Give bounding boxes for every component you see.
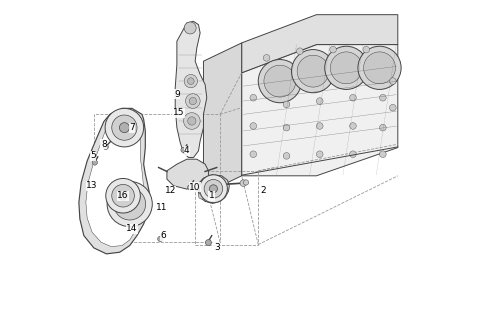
Circle shape [106,179,140,213]
Circle shape [316,151,323,157]
Circle shape [291,50,335,93]
Circle shape [112,185,134,207]
Text: 16: 16 [117,191,129,200]
Circle shape [185,94,200,108]
Circle shape [198,192,205,199]
Polygon shape [241,15,398,73]
Circle shape [250,94,257,101]
Polygon shape [241,45,398,176]
Circle shape [297,48,303,55]
Circle shape [389,105,396,111]
Polygon shape [79,108,150,254]
Circle shape [263,55,270,61]
Circle shape [297,55,329,87]
Circle shape [330,52,362,84]
Circle shape [389,78,396,84]
Circle shape [189,97,196,105]
Text: 3: 3 [214,243,220,252]
Text: 9: 9 [174,90,180,99]
Circle shape [112,115,137,140]
Circle shape [250,123,257,129]
Circle shape [209,185,217,193]
Text: 2: 2 [261,186,266,195]
Circle shape [157,236,163,242]
Circle shape [349,123,356,129]
Text: 6: 6 [161,231,167,240]
Circle shape [264,65,296,97]
Circle shape [349,151,356,157]
Circle shape [205,240,211,246]
Circle shape [120,193,126,198]
Circle shape [358,46,401,89]
Text: 8: 8 [101,140,107,149]
Circle shape [363,52,396,84]
Circle shape [114,188,145,220]
Circle shape [380,94,386,101]
Text: 1: 1 [209,191,215,200]
Circle shape [380,124,386,131]
Polygon shape [198,175,229,203]
Circle shape [258,60,301,103]
Circle shape [204,180,223,198]
Circle shape [103,144,108,149]
Circle shape [184,22,196,34]
Text: 15: 15 [173,108,184,117]
Text: 11: 11 [156,203,168,212]
Circle shape [181,147,186,152]
Text: 10: 10 [190,183,201,192]
Circle shape [380,151,386,157]
Text: 4: 4 [184,146,190,155]
Circle shape [250,151,257,157]
Circle shape [316,123,323,129]
Text: 5: 5 [90,151,96,160]
Polygon shape [86,118,144,247]
Circle shape [243,180,249,185]
Circle shape [188,78,194,84]
Circle shape [124,198,136,210]
Circle shape [363,46,370,53]
Circle shape [324,46,368,89]
Polygon shape [167,159,208,191]
Circle shape [188,185,193,190]
Circle shape [349,94,356,101]
Circle shape [120,123,130,133]
Circle shape [316,98,323,105]
Circle shape [283,101,290,108]
Circle shape [200,175,228,203]
Circle shape [240,180,247,187]
Circle shape [119,191,127,200]
Polygon shape [204,43,241,194]
Circle shape [330,46,336,53]
Polygon shape [175,21,207,157]
Circle shape [184,74,197,88]
Text: 14: 14 [126,224,138,233]
Circle shape [107,182,152,227]
Circle shape [283,152,290,159]
Text: 12: 12 [165,186,176,195]
Circle shape [92,160,97,165]
Circle shape [183,113,200,129]
Circle shape [105,108,144,147]
Circle shape [283,124,290,131]
Text: 7: 7 [129,123,135,132]
Circle shape [188,117,196,125]
Text: 13: 13 [86,181,98,190]
